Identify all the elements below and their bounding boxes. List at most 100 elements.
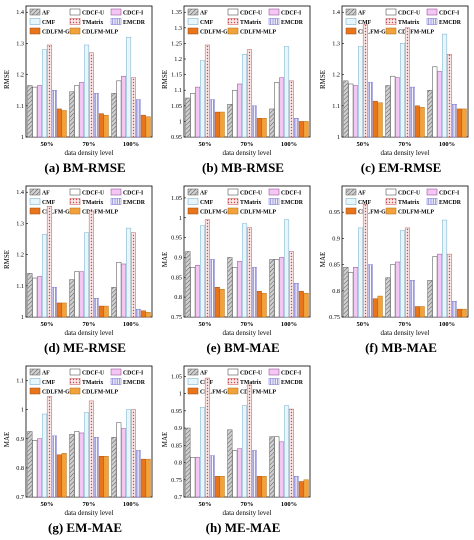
legend-label: CDLFM-GBT xyxy=(358,29,394,35)
x-axis-label: data density level xyxy=(223,329,272,337)
bar xyxy=(121,263,127,318)
y-tick-label: 0.8 xyxy=(332,288,340,295)
bar xyxy=(69,91,75,138)
bar xyxy=(298,481,304,498)
y-axis-label: RMSE xyxy=(319,70,327,89)
bar xyxy=(103,456,109,498)
panel-caption: (e) BM-MAE xyxy=(206,340,279,355)
chart-panel: 1 1.1 1.2 1.3 1.4 RMSE AF CDCF-U CDCF-I CMF TMatri… xyxy=(3,185,153,355)
bar xyxy=(84,412,90,498)
bar xyxy=(367,82,373,138)
bar xyxy=(385,277,391,318)
legend-label: CDCF-U xyxy=(398,10,421,16)
y-tick-label: 1.4 xyxy=(16,189,24,196)
legend-label: CDCF-U xyxy=(240,370,263,376)
bar xyxy=(456,108,462,138)
panel-caption: (b) MB-RMSE xyxy=(202,160,284,175)
x-tick-label: 100% xyxy=(439,141,455,148)
y-tick-label: 0.85 xyxy=(171,274,182,281)
legend-swatch xyxy=(187,27,199,35)
bar xyxy=(358,46,364,138)
x-axis-label: data density level xyxy=(381,329,430,337)
bar xyxy=(269,108,275,138)
bar xyxy=(237,83,243,138)
legend-label: CDCF-U xyxy=(82,370,105,376)
y-tick-label: 1.2 xyxy=(332,72,340,79)
bar xyxy=(269,259,275,318)
bar xyxy=(409,86,415,138)
x-tick-label: 50% xyxy=(357,141,370,148)
bar xyxy=(242,405,248,498)
legend-label: CDCF-U xyxy=(240,190,263,196)
bar xyxy=(190,267,196,318)
bar xyxy=(61,302,67,318)
bar xyxy=(279,77,285,138)
bar xyxy=(37,85,43,138)
bar xyxy=(274,259,280,318)
bar xyxy=(111,437,117,498)
legend-swatch xyxy=(227,387,239,395)
bar xyxy=(185,251,191,318)
bar xyxy=(214,476,220,498)
legend-swatch xyxy=(385,18,397,25)
bar xyxy=(279,441,285,498)
panel-caption: (h) ME-MAE xyxy=(206,520,281,535)
legend-swatch xyxy=(187,188,199,196)
bar xyxy=(227,104,233,138)
x-tick-label: 50% xyxy=(199,501,212,508)
x-axis-label: data density level xyxy=(223,149,272,157)
legend-swatch xyxy=(268,378,280,385)
legend-label: CMF xyxy=(42,380,56,386)
bar xyxy=(42,49,48,138)
legend-swatch xyxy=(385,207,397,215)
bar xyxy=(200,60,206,138)
legend-label: CDCF-I xyxy=(123,370,144,376)
y-tick-label: 1.15 xyxy=(171,72,182,79)
legend-label: TMatrix xyxy=(240,200,261,206)
legend-swatch xyxy=(426,198,438,205)
legend-label: TMatrix xyxy=(398,200,419,206)
y-tick-label: 0.85 xyxy=(171,442,182,449)
y-tick-label: 1.1 xyxy=(332,103,340,110)
bar xyxy=(404,227,410,318)
legend-swatch xyxy=(110,18,122,25)
x-tick-label: 70% xyxy=(83,321,96,328)
bar xyxy=(200,225,206,318)
legend-swatch xyxy=(268,18,280,25)
legend-label: TMatrix xyxy=(82,200,103,206)
bar xyxy=(256,476,262,498)
legend-label: CDLFM-MLP xyxy=(398,29,435,35)
bar xyxy=(242,54,248,138)
chart-panel: 0.7 0.8 0.9 1 1.1 MAE AF CDCF-U CDCF-I CMF TMatrix… xyxy=(3,365,153,535)
bar xyxy=(395,77,401,138)
bar xyxy=(74,431,80,498)
bar xyxy=(414,105,420,138)
bar xyxy=(362,204,368,318)
bar xyxy=(251,267,257,318)
legend-label: EMCDR xyxy=(281,200,304,206)
legend-swatch xyxy=(345,8,357,16)
y-tick-label: 0.7 xyxy=(174,494,182,501)
bar xyxy=(111,93,117,138)
bar xyxy=(461,108,467,138)
bar xyxy=(427,89,433,138)
bar xyxy=(419,306,425,318)
bar xyxy=(251,105,257,138)
legend-label: CDCF-U xyxy=(398,190,421,196)
y-tick-label: 0.8 xyxy=(174,294,182,301)
bar xyxy=(400,230,406,318)
legend-swatch xyxy=(345,188,357,196)
legend-swatch xyxy=(227,188,239,196)
legend-label: CDCF-I xyxy=(281,10,302,16)
legend-swatch xyxy=(187,198,199,205)
bar xyxy=(353,266,359,318)
y-tick-label: 1.1 xyxy=(16,103,24,110)
bar xyxy=(195,265,201,318)
legend-swatch xyxy=(227,27,239,35)
legend-label: TMatrix xyxy=(398,20,419,26)
bar xyxy=(130,409,136,498)
panel-caption: (d) ME-RMSE xyxy=(44,340,126,355)
bar xyxy=(214,287,220,318)
legend-label: CDLFM-GBT xyxy=(200,29,236,35)
y-tick-label: 0.9 xyxy=(174,254,182,261)
